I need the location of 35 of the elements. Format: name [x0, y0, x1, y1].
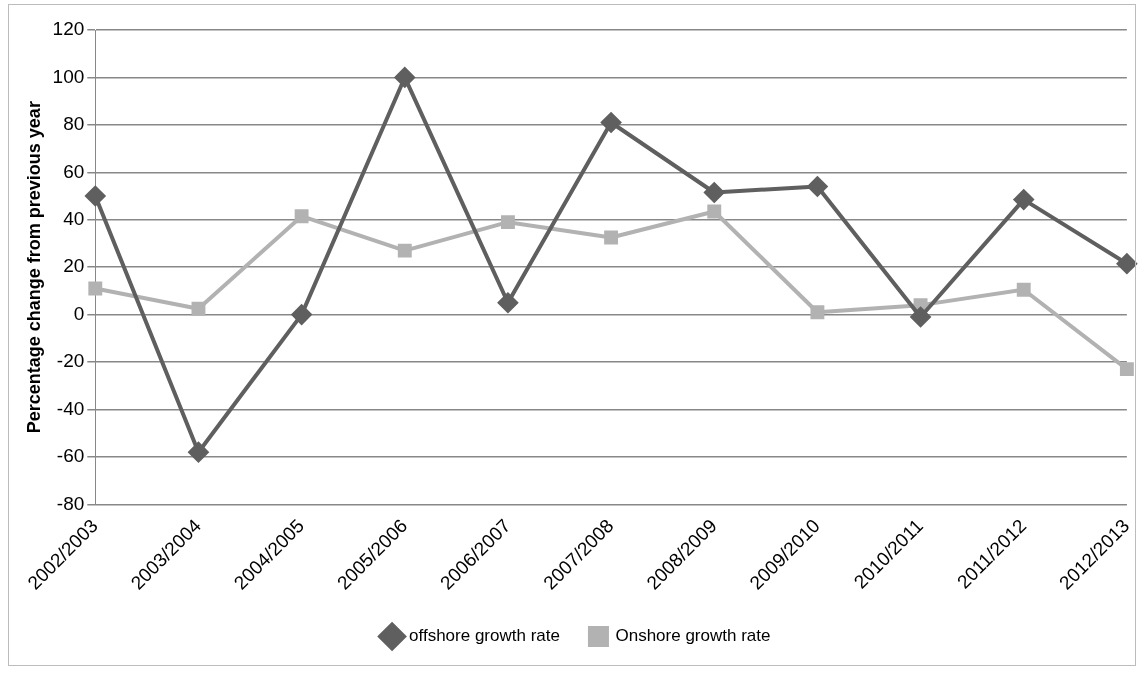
point: [291, 304, 312, 325]
point: [1116, 253, 1137, 274]
point: [1016, 282, 1031, 297]
point: [807, 176, 828, 197]
y-tick-label: 40: [63, 207, 85, 229]
point: [1013, 189, 1034, 210]
point: [500, 215, 515, 230]
point: [85, 186, 106, 207]
point: [601, 112, 622, 133]
y-tick-label: 120: [52, 18, 85, 40]
point: [188, 442, 209, 463]
y-tick-label: -80: [56, 492, 85, 514]
point: [704, 182, 725, 203]
point: [604, 230, 619, 245]
point: [810, 305, 825, 320]
point: [397, 243, 412, 258]
y-tick-label: -20: [56, 350, 85, 372]
y-tick-label: 0: [73, 302, 85, 324]
point: [394, 67, 415, 88]
point: [707, 204, 722, 219]
y-tick-label: 100: [52, 65, 85, 87]
point: [497, 292, 518, 313]
point: [910, 306, 931, 327]
point: [88, 281, 103, 296]
point: [294, 209, 309, 224]
point: [1119, 362, 1134, 377]
y-tick-label: -40: [56, 397, 85, 419]
legend-label: offshore growth rate: [409, 626, 560, 646]
point: [191, 301, 206, 316]
y-tick-label: 80: [63, 113, 85, 135]
legend-label: Onshore growth rate: [615, 626, 771, 646]
y-tick-label: 20: [63, 255, 85, 277]
y-tick-label: 60: [63, 160, 85, 182]
y-tick-label: -60: [56, 445, 85, 467]
y-axis-title: Percentage change from previous year: [23, 101, 44, 434]
